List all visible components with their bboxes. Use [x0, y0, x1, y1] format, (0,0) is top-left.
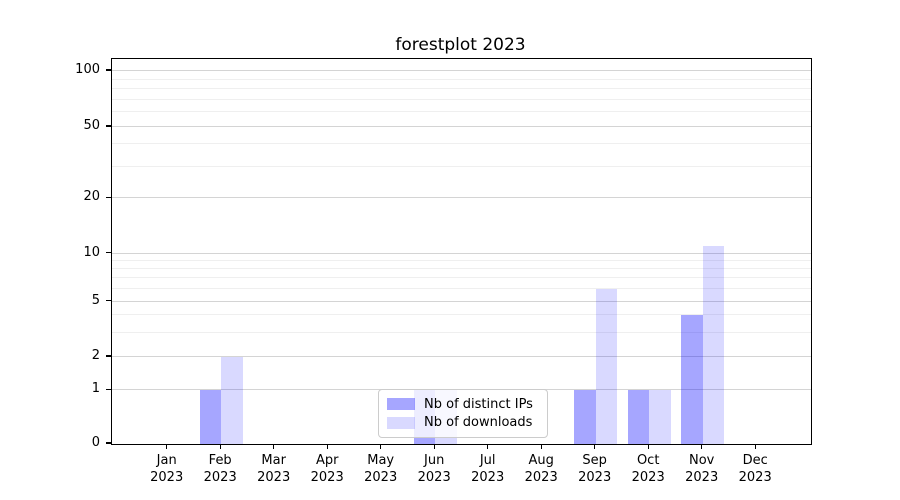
- y-gridline-minor: [112, 111, 811, 113]
- y-gridline-major: [112, 356, 811, 357]
- y-tick-mark: [106, 69, 111, 71]
- y-gridline-minor: [112, 288, 811, 290]
- x-tick-label: Sep 2023: [578, 453, 612, 485]
- bar-distinct-ips-oct: [627, 390, 650, 444]
- y-tick-mark: [106, 196, 111, 198]
- x-tick-mark: [219, 444, 221, 449]
- y-gridline-minor: [112, 277, 811, 279]
- x-tick-label: Jul 2023: [471, 453, 505, 485]
- y-gridline-minor: [112, 331, 811, 333]
- y-tick-mark: [106, 125, 111, 127]
- y-tick-label: 2: [91, 347, 100, 363]
- bar-downloads-nov: [702, 246, 725, 444]
- x-tick-label: Oct 2023: [631, 453, 665, 485]
- x-tick-mark: [594, 444, 596, 449]
- legend-item-distinct-ips: Nb of distinct IPs: [387, 397, 539, 412]
- y-gridline-minor: [112, 165, 811, 167]
- bar-downloads-feb: [221, 357, 243, 444]
- y-gridline-major: [112, 300, 811, 302]
- x-tick-mark: [754, 444, 756, 449]
- bar-distinct-ips-sep: [574, 390, 596, 444]
- y-tick-label: 50: [83, 117, 100, 133]
- y-tick-mark: [106, 388, 111, 390]
- y-gridline-minor: [112, 143, 811, 145]
- legend-label-distinct-ips: Nb of distinct IPs: [424, 396, 533, 412]
- x-tick-label: Mar 2023: [257, 453, 291, 485]
- x-tick-mark: [701, 444, 703, 449]
- x-tick-mark: [540, 444, 542, 449]
- x-tick-mark: [433, 444, 435, 449]
- x-tick-mark: [326, 444, 328, 449]
- y-tick-mark: [106, 442, 111, 444]
- y-tick-label: 10: [83, 244, 100, 260]
- x-tick-mark: [647, 444, 649, 449]
- x-tick-label: Dec 2023: [738, 453, 772, 485]
- y-tick-mark: [106, 355, 111, 357]
- y-tick-mark: [106, 300, 111, 302]
- x-tick-mark: [380, 444, 382, 449]
- y-gridline-minor: [112, 98, 811, 100]
- bar-distinct-ips-feb: [199, 390, 222, 444]
- y-gridline-major: [112, 197, 811, 199]
- y-gridline-minor: [112, 88, 811, 90]
- y-tick-label: 20: [83, 189, 100, 205]
- bar-downloads-sep: [595, 289, 618, 444]
- x-tick-label: Feb 2023: [203, 453, 237, 485]
- legend-item-downloads: Nb of downloads: [387, 415, 539, 430]
- y-gridline-major: [112, 70, 811, 72]
- y-gridline-minor: [112, 78, 811, 80]
- y-gridline-major: [112, 252, 811, 254]
- x-tick-mark: [273, 444, 275, 449]
- y-tick-label: 100: [75, 62, 100, 77]
- x-tick-mark: [487, 444, 489, 449]
- y-tick-label: 0: [91, 435, 100, 450]
- x-tick-label: May 2023: [364, 453, 398, 485]
- x-tick-label: Apr 2023: [310, 453, 344, 485]
- y-tick-mark: [106, 251, 111, 254]
- y-gridline-minor: [112, 268, 811, 270]
- x-tick-label: Aug 2023: [524, 453, 558, 485]
- chart-title: forestplot 2023: [395, 35, 526, 55]
- x-tick-label: Nov 2023: [685, 453, 719, 485]
- legend-label-downloads: Nb of downloads: [424, 415, 533, 431]
- plot-area: [111, 58, 812, 445]
- legend-swatch-distinct-ips: [387, 398, 415, 411]
- bar-distinct-ips-nov: [681, 315, 703, 444]
- x-tick-mark: [166, 444, 168, 449]
- y-tick-label: 1: [91, 381, 100, 397]
- x-tick-label: Jun 2023: [417, 453, 451, 485]
- y-gridline-major: [112, 126, 811, 127]
- legend: Nb of distinct IPs Nb of downloads: [378, 389, 548, 438]
- legend-swatch-downloads: [387, 416, 415, 429]
- x-tick-label: Jan 2023: [150, 453, 184, 485]
- y-gridline-minor: [112, 260, 811, 261]
- bar-downloads-oct: [649, 390, 671, 444]
- y-tick-label: 5: [91, 292, 100, 308]
- y-gridline-minor: [112, 314, 811, 316]
